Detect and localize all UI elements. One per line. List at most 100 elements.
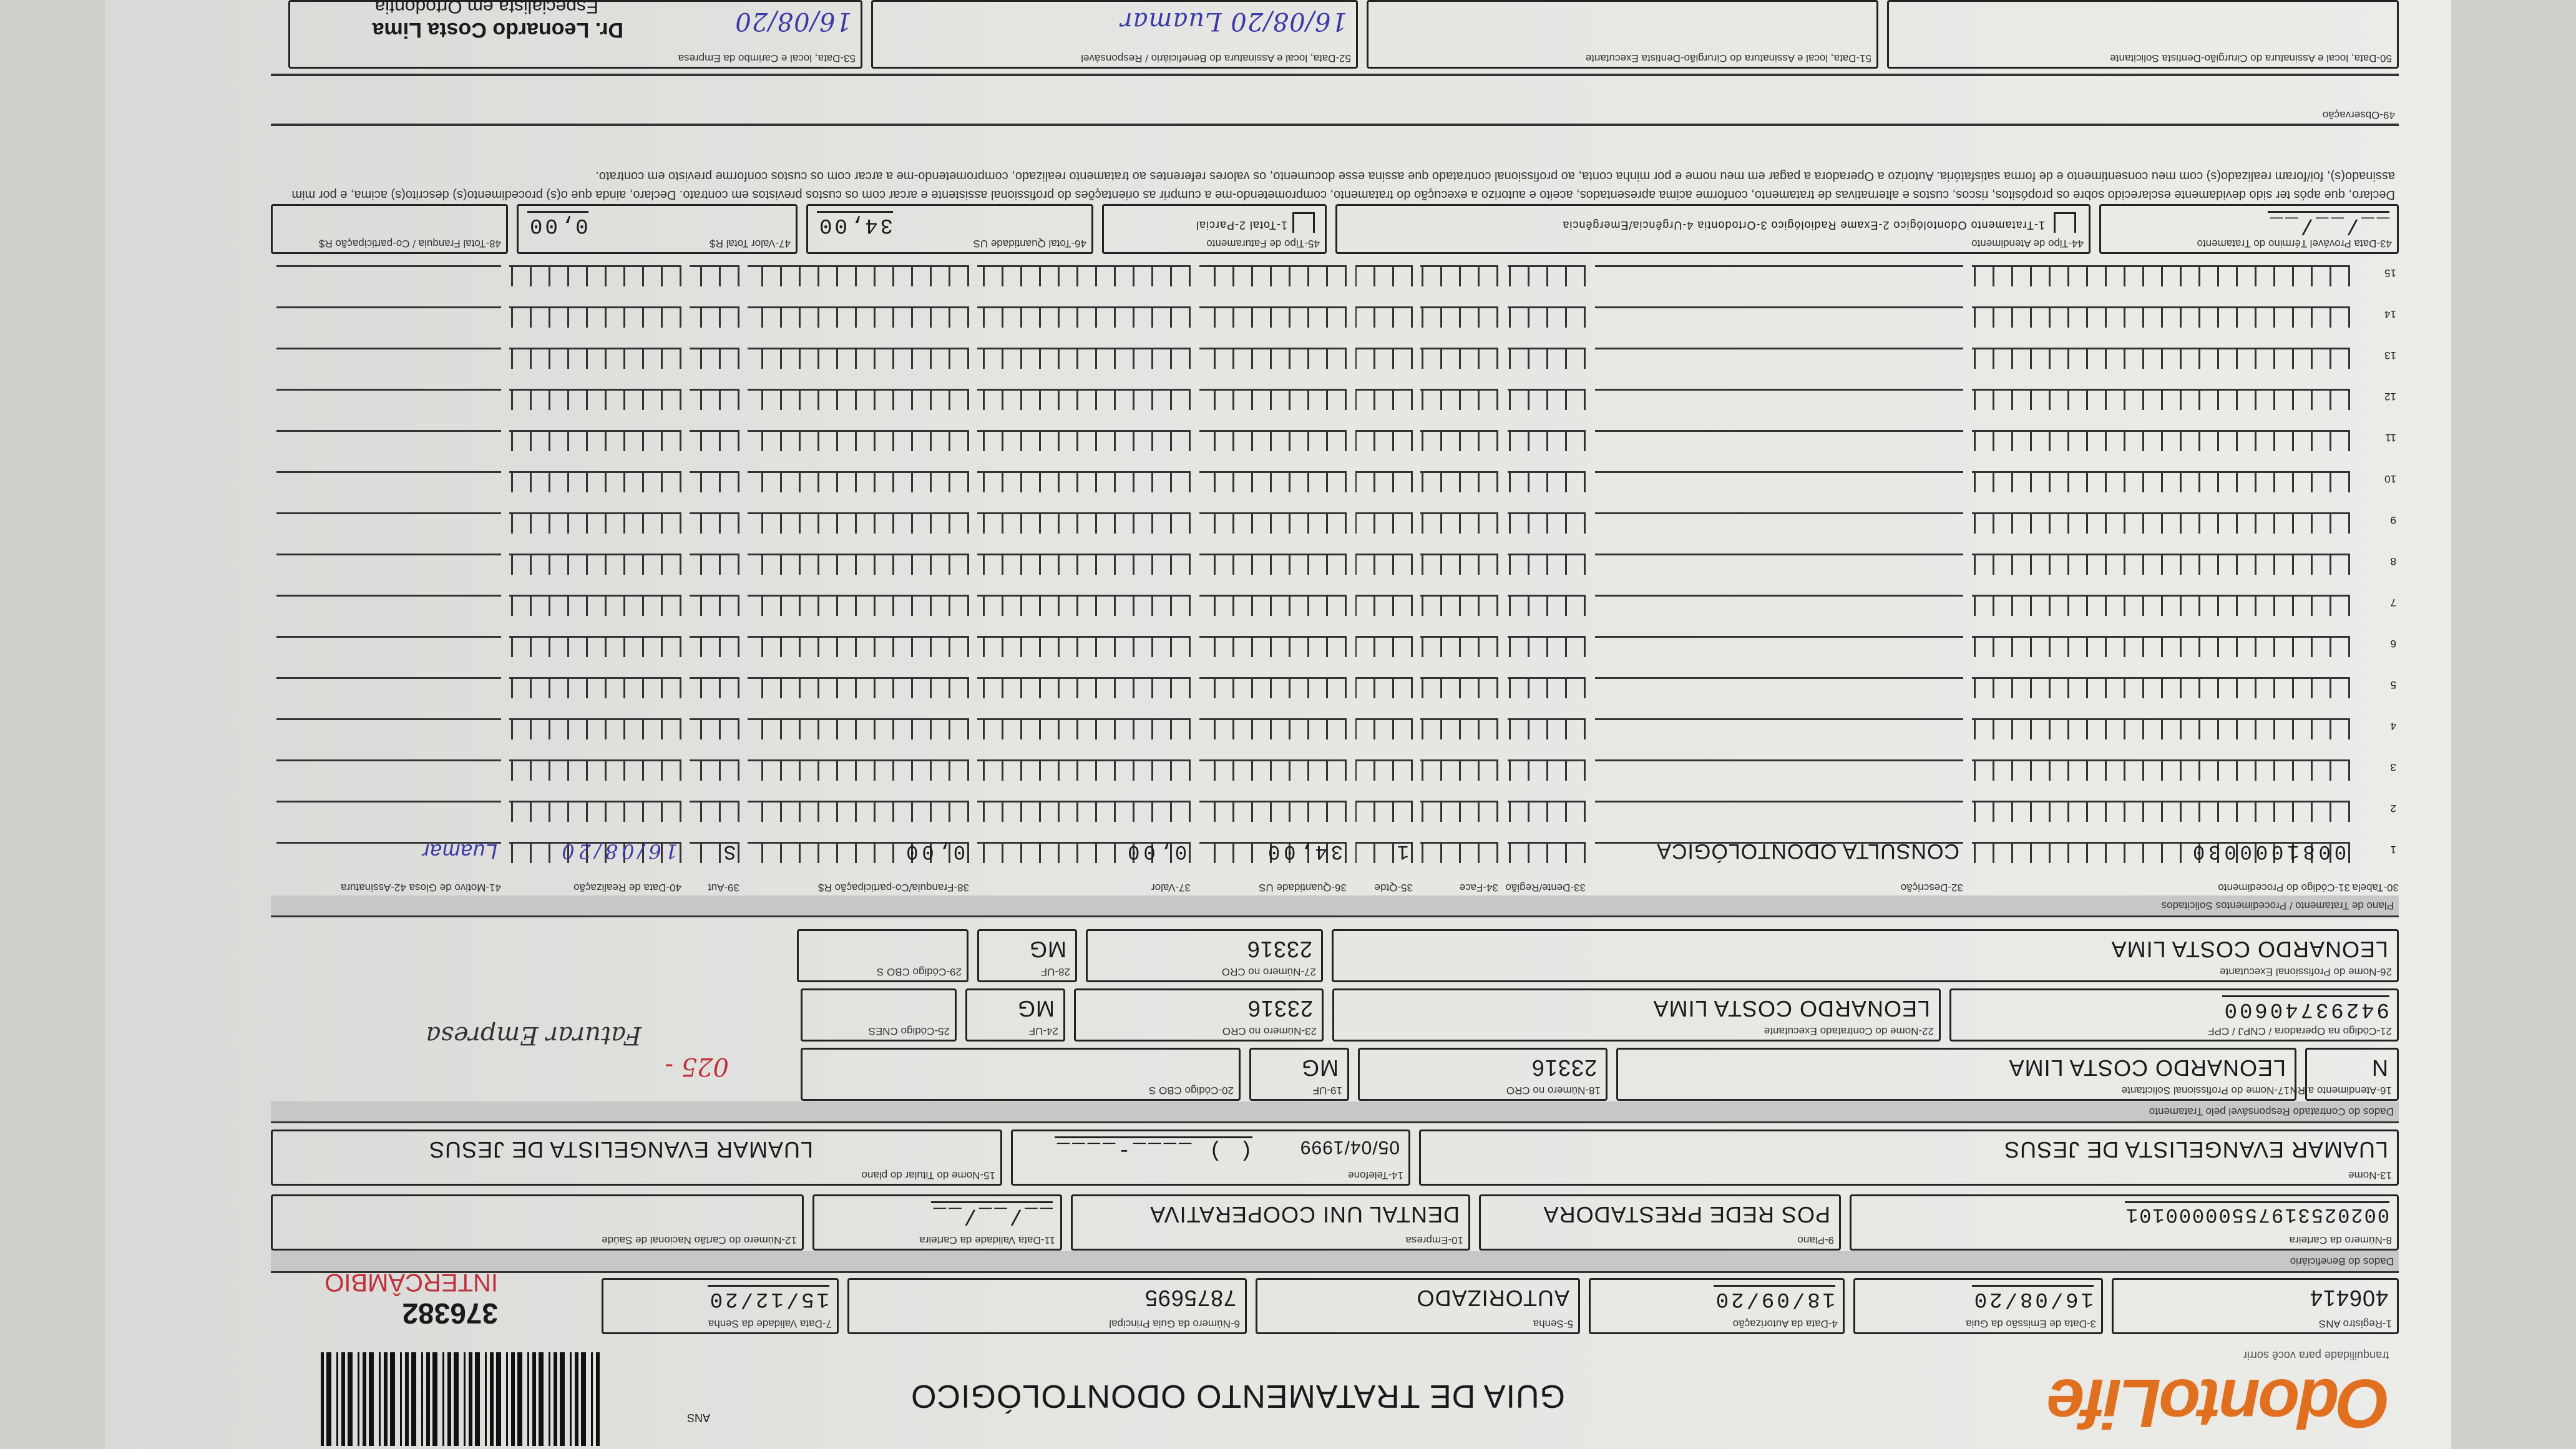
cell-qtde[interactable] <box>1355 677 1413 698</box>
cell-qtde[interactable] <box>1355 636 1413 657</box>
cell-aut[interactable] <box>690 595 739 616</box>
cell-data[interactable] <box>509 554 681 575</box>
cell-us[interactable] <box>1199 636 1347 657</box>
cell-descricao[interactable] <box>1595 430 1963 451</box>
cell-qtde[interactable] <box>1355 801 1413 822</box>
cell-dente[interactable] <box>1508 759 1586 781</box>
cell-assinatura[interactable]: Luamar <box>276 839 501 863</box>
field-value[interactable]: __/__/__ <box>2267 211 2389 237</box>
cell-valor[interactable] <box>977 389 1191 410</box>
cell-codigo[interactable] <box>1972 801 2350 822</box>
cell-qtde[interactable] <box>1355 389 1413 410</box>
cell-codigo[interactable] <box>1972 595 2350 616</box>
cell-descricao[interactable] <box>1595 801 1963 822</box>
cell-assinatura[interactable] <box>276 801 501 822</box>
cell-aut[interactable] <box>690 306 739 328</box>
cell-valor[interactable] <box>977 801 1191 822</box>
cell-dente[interactable] <box>1508 265 1586 286</box>
cell-franquia[interactable] <box>748 389 969 410</box>
cell-data[interactable] <box>509 801 681 822</box>
cell-assinatura[interactable] <box>276 306 501 328</box>
cell-franquia[interactable] <box>748 348 969 369</box>
cell-descricao[interactable] <box>1595 718 1963 739</box>
cell-valor[interactable] <box>977 306 1191 328</box>
cell-aut[interactable] <box>690 348 739 369</box>
cell-data[interactable] <box>509 677 681 698</box>
cell-qtde[interactable] <box>1355 306 1413 328</box>
cell-aut[interactable] <box>690 265 739 286</box>
cell-us[interactable] <box>1199 554 1347 575</box>
cell-descricao[interactable] <box>1595 471 1963 492</box>
cell-codigo[interactable] <box>1972 348 2350 369</box>
cell-franquia[interactable]: 0,00 <box>748 840 969 863</box>
cell-assinatura[interactable] <box>276 677 501 698</box>
cell-face[interactable] <box>1420 718 1498 739</box>
cell-qtde[interactable] <box>1355 718 1413 739</box>
cell-dente[interactable] <box>1508 512 1586 534</box>
cell-data[interactable] <box>509 265 681 286</box>
cell-codigo[interactable] <box>1972 718 2350 739</box>
cell-dente[interactable] <box>1508 389 1586 410</box>
cell-valor[interactable] <box>977 636 1191 657</box>
cell-qtde[interactable] <box>1355 265 1413 286</box>
cell-qtde[interactable] <box>1355 595 1413 616</box>
cell-aut[interactable] <box>690 636 739 657</box>
cell-codigo[interactable] <box>1972 759 2350 781</box>
cell-dente[interactable] <box>1508 636 1586 657</box>
cell-valor[interactable] <box>977 471 1191 492</box>
cell-codigo[interactable] <box>1972 430 2350 451</box>
cell-codigo[interactable] <box>1972 265 2350 286</box>
cell-descricao[interactable] <box>1595 512 1963 534</box>
cell-assinatura[interactable] <box>276 389 501 410</box>
cell-aut[interactable] <box>690 430 739 451</box>
cell-qtde[interactable] <box>1355 512 1413 534</box>
cell-descricao[interactable] <box>1595 595 1963 616</box>
cell-data[interactable] <box>509 595 681 616</box>
cell-dente[interactable] <box>1508 554 1586 575</box>
cell-valor[interactable] <box>977 759 1191 781</box>
cell-assinatura[interactable] <box>276 265 501 286</box>
cell-valor[interactable] <box>977 595 1191 616</box>
cell-us[interactable] <box>1199 801 1347 822</box>
cell-franquia[interactable] <box>748 430 969 451</box>
cell-valor[interactable] <box>977 677 1191 698</box>
cell-franquia[interactable] <box>748 265 969 286</box>
cell-codigo[interactable] <box>1972 512 2350 534</box>
cell-franquia[interactable] <box>748 306 969 328</box>
cell-us[interactable] <box>1199 718 1347 739</box>
cell-valor[interactable] <box>977 718 1191 739</box>
cell-us[interactable] <box>1199 348 1347 369</box>
cell-face[interactable] <box>1420 430 1498 451</box>
cell-us[interactable] <box>1199 759 1347 781</box>
cell-dente[interactable] <box>1508 718 1586 739</box>
cell-franquia[interactable] <box>748 554 969 575</box>
cell-us[interactable] <box>1199 265 1347 286</box>
cell-codigo[interactable] <box>1972 471 2350 492</box>
cell-qtde[interactable] <box>1355 759 1413 781</box>
cell-codigo[interactable] <box>1972 554 2350 575</box>
cell-us[interactable]: 34,00 <box>1199 840 1347 863</box>
cell-codigo[interactable] <box>1972 306 2350 328</box>
cell-descricao[interactable] <box>1595 265 1963 286</box>
cell-us[interactable] <box>1199 471 1347 492</box>
cell-dente[interactable] <box>1508 842 1586 863</box>
cell-us[interactable] <box>1199 389 1347 410</box>
cell-face[interactable] <box>1420 595 1498 616</box>
cell-data[interactable] <box>509 348 681 369</box>
cell-us[interactable] <box>1199 512 1347 534</box>
cell-descricao[interactable] <box>1595 554 1963 575</box>
cell-assinatura[interactable] <box>276 348 501 369</box>
cell-qtde[interactable] <box>1355 554 1413 575</box>
tipo-faturamento-box[interactable] <box>1292 212 1315 233</box>
cell-face[interactable] <box>1420 512 1498 534</box>
cell-franquia[interactable] <box>748 471 969 492</box>
cell-face[interactable] <box>1420 306 1498 328</box>
cell-face[interactable] <box>1420 471 1498 492</box>
cell-descricao[interactable] <box>1595 389 1963 410</box>
cell-aut[interactable] <box>690 471 739 492</box>
cell-aut[interactable] <box>690 759 739 781</box>
cell-valor[interactable] <box>977 430 1191 451</box>
cell-dente[interactable] <box>1508 595 1586 616</box>
cell-descricao[interactable] <box>1595 636 1963 657</box>
cell-valor[interactable]: 0,00 <box>977 840 1191 863</box>
